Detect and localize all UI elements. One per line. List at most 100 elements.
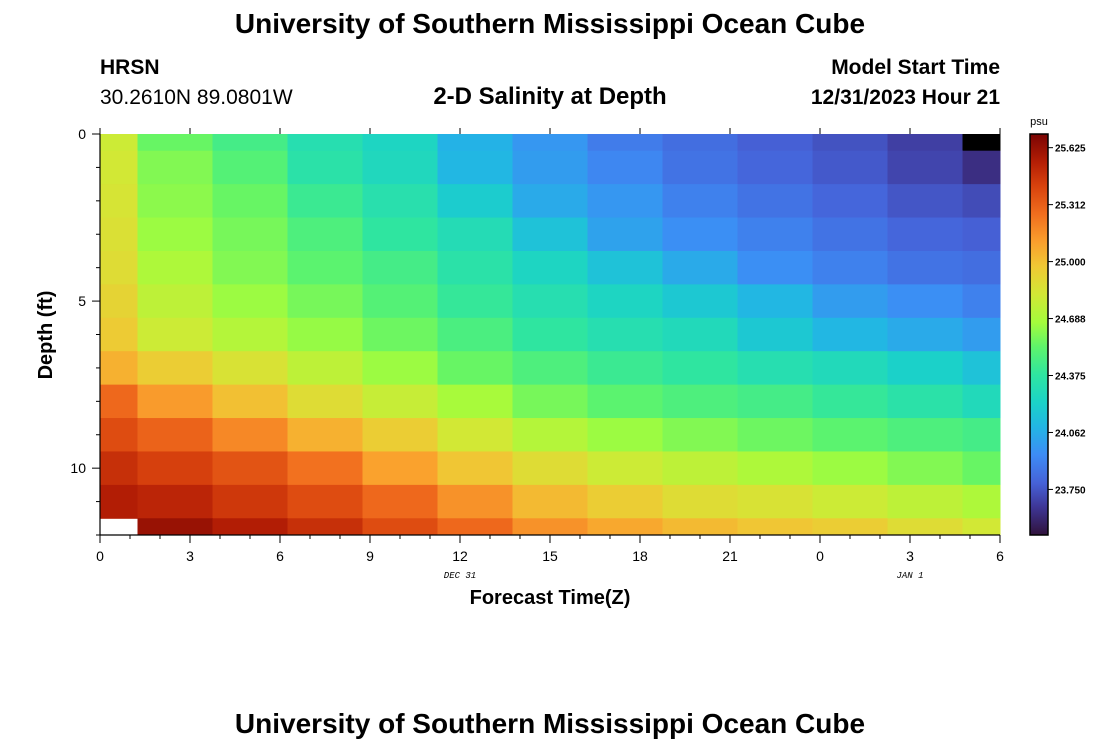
heatmap-cell — [137, 250, 213, 285]
heatmap-cell — [662, 284, 738, 319]
y-axis-title: Depth (ft) — [35, 291, 57, 380]
heatmap-cell — [212, 317, 288, 352]
heatmap-cell — [512, 284, 588, 319]
heatmap-cell — [587, 451, 663, 486]
heatmap-cell — [137, 284, 213, 319]
heatmap-cell — [137, 518, 213, 536]
heatmap-cell — [812, 150, 888, 185]
heatmap-cell — [362, 518, 438, 536]
heatmap-cell — [362, 384, 438, 419]
heatmap-cell — [962, 284, 1001, 319]
heatmap-cell — [362, 134, 438, 152]
heatmap-cell — [962, 518, 1001, 536]
y-tick-label: 0 — [78, 126, 86, 142]
heatmap-cell — [887, 317, 963, 352]
heatmap-cell — [587, 134, 663, 152]
heatmap-cell — [437, 250, 513, 285]
heatmap-cell — [962, 484, 1001, 519]
heatmap-cell — [437, 484, 513, 519]
heatmap-cell — [362, 451, 438, 486]
heatmap-cell — [287, 284, 363, 319]
heatmap-cell — [212, 518, 288, 536]
heatmap-cell — [587, 217, 663, 252]
station-coordinates: 30.2610N 89.0801W — [100, 86, 293, 109]
heatmap-cell — [137, 418, 213, 452]
heatmap-cell — [737, 250, 813, 285]
heatmap-cell — [962, 184, 1001, 219]
heatmap-cell — [737, 134, 813, 152]
heatmap-cell — [812, 134, 888, 152]
heatmap-cell — [212, 451, 288, 486]
y-axis: 0 5 10 — [70, 126, 100, 536]
heatmap-cell — [287, 250, 363, 285]
y-tick-label: 5 — [78, 293, 86, 309]
heatmap-cell — [737, 484, 813, 519]
colorbar-unit: psu — [1030, 116, 1048, 128]
heatmap-cell — [662, 150, 738, 185]
heatmap-cell — [100, 284, 138, 319]
heatmap-cell — [212, 384, 288, 419]
heatmap-cell — [137, 134, 213, 152]
heatmap-cell — [737, 351, 813, 386]
x-axis: 0 3 6 9 12 15 18 21 0 3 6 DEC 31 JAN 1 — [96, 128, 1004, 581]
heatmap-cell — [737, 284, 813, 319]
heatmap-cell — [662, 134, 738, 152]
heatmap-cell — [362, 317, 438, 352]
x-tick-label: 3 — [186, 548, 194, 564]
heatmap-cell — [100, 484, 138, 519]
heatmap-cell — [962, 418, 1001, 452]
heatmap-cell — [100, 250, 138, 285]
heatmap-cell — [287, 317, 363, 352]
heatmap-cell — [287, 184, 363, 219]
x-tick-label: 6 — [276, 548, 284, 564]
heatmap-cells — [100, 134, 1001, 536]
heatmap-cell — [662, 418, 738, 452]
heatmap-cell — [100, 217, 138, 252]
heatmap-cell — [512, 150, 588, 185]
x-tick-label: 15 — [542, 548, 558, 564]
colorbar-tick-label: 25.625 — [1055, 144, 1086, 155]
heatmap-cell — [662, 217, 738, 252]
heatmap-cell — [137, 451, 213, 486]
heatmap-cell — [812, 384, 888, 419]
heatmap-cell — [887, 418, 963, 452]
heatmap-cell — [287, 418, 363, 452]
heatmap-cell — [100, 150, 138, 185]
heatmap-cell — [287, 518, 363, 536]
heatmap-cell — [737, 317, 813, 352]
heatmap-cell — [962, 134, 1001, 152]
heatmap-cell — [887, 150, 963, 185]
heatmap-cell — [662, 451, 738, 486]
heatmap-cell — [137, 217, 213, 252]
heatmap-cell — [662, 484, 738, 519]
station-name: HRSN — [100, 56, 160, 79]
y-tick-label: 10 — [70, 460, 86, 476]
heatmap-cell — [737, 184, 813, 219]
heatmap-cell — [587, 184, 663, 219]
heatmap-cell — [812, 518, 888, 536]
heatmap-cell — [512, 184, 588, 219]
heatmap-cell — [362, 150, 438, 185]
heatmap-cell — [137, 484, 213, 519]
x-axis-title: Forecast Time(Z) — [470, 587, 631, 609]
x-tick-label: 6 — [996, 548, 1004, 564]
heatmap-cell — [662, 384, 738, 419]
colorbar-tick-label: 24.062 — [1055, 428, 1086, 439]
heatmap-cell — [212, 217, 288, 252]
heatmap-cell — [362, 250, 438, 285]
footer-title: University of Southern Mississippi Ocean… — [234, 708, 866, 739]
heatmap-cell — [212, 418, 288, 452]
heatmap-cell — [100, 384, 138, 419]
heatmap-cell — [437, 284, 513, 319]
heatmap-cell — [962, 317, 1001, 352]
heatmap-cell — [587, 484, 663, 519]
heatmap-cell — [100, 184, 138, 219]
heatmap-cell — [887, 351, 963, 386]
heatmap-cell — [962, 150, 1001, 185]
heatmap-cell — [362, 484, 438, 519]
heatmap-cell — [437, 418, 513, 452]
heatmap-cell — [737, 384, 813, 419]
heatmap-cell — [137, 184, 213, 219]
heatmap-cell — [812, 284, 888, 319]
